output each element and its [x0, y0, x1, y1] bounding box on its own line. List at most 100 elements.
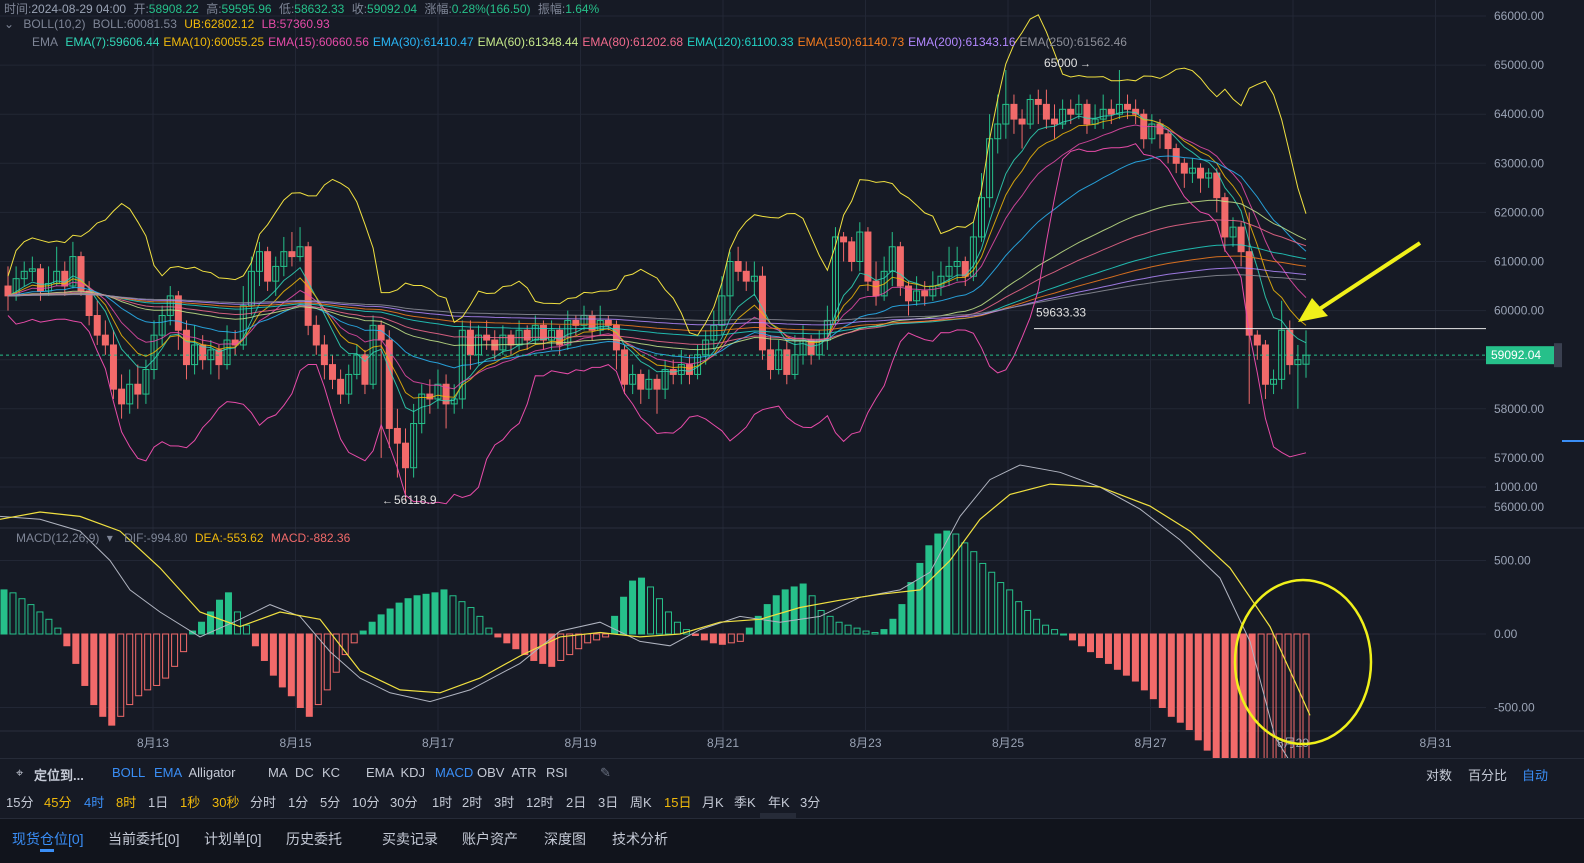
candle-body	[442, 383, 450, 405]
timeframe-button[interactable]: 3日	[598, 795, 619, 810]
indicator-ma-button[interactable]: MA	[268, 765, 288, 780]
scale-option-button[interactable]: 自动	[1522, 768, 1549, 783]
indicator-ema-button[interactable]: EMA	[154, 765, 183, 780]
scroll-right-handle[interactable]	[1554, 343, 1562, 368]
candle-body	[961, 261, 969, 277]
candle-body	[710, 324, 718, 341]
time-value: 2024-08-29 04:00	[31, 2, 127, 16]
date-axis-label: 8月23	[849, 736, 881, 750]
timeframe-button[interactable]: 45分	[44, 795, 72, 810]
bottom-tab[interactable]: 买卖记录	[382, 831, 438, 847]
candle-body	[150, 334, 158, 371]
timeframe-button[interactable]: 分时	[250, 795, 277, 810]
indicator-obv-button[interactable]: OBV	[477, 765, 505, 780]
bottom-tab[interactable]: 历史委托	[286, 831, 342, 847]
bottom-tab[interactable]: 深度图	[544, 831, 586, 847]
indicator-alligator-button[interactable]: Alligator	[188, 765, 236, 780]
bottom-tab[interactable]: 技术分析	[612, 831, 668, 847]
indicator-ema-button[interactable]: EMA	[366, 765, 395, 780]
candle-body	[718, 295, 726, 326]
timeframe-button[interactable]: 30分	[390, 795, 418, 810]
timeframe-button[interactable]: 10分	[352, 795, 380, 810]
timeframe-button[interactable]: 1秒	[180, 795, 201, 810]
collapse-chevron-icon[interactable]: ⌄	[4, 17, 15, 31]
candle-body	[548, 329, 556, 341]
hline-label: 59633.33	[1036, 306, 1086, 320]
candle-body	[207, 349, 215, 361]
timeframe-button[interactable]: 年K	[768, 795, 790, 810]
macd-bar	[988, 571, 996, 635]
timeframe-button[interactable]: 3时	[494, 795, 515, 810]
macd-bar	[817, 609, 825, 635]
macd-bar	[323, 633, 331, 691]
bottom-tab[interactable]: 计划单[0]	[204, 831, 262, 847]
price-axis-label: 56000.00	[1494, 500, 1544, 514]
candle-body	[134, 383, 142, 395]
indicator-boll-button[interactable]: BOLL	[112, 765, 146, 780]
candle-body	[904, 285, 912, 302]
indicator-kdj-button[interactable]: KDJ	[400, 765, 426, 780]
timeframe-button[interactable]: 周K	[630, 795, 652, 810]
timeframe-button[interactable]: 4时	[84, 795, 105, 810]
indicator-atr-button[interactable]: ATR	[511, 765, 537, 780]
candle-body	[280, 251, 288, 267]
candle-body	[896, 246, 904, 287]
timeframe-button[interactable]: 12时	[526, 795, 554, 810]
locate-button[interactable]: 定位到...	[34, 768, 84, 783]
ema-legend-item: EMA(150):61140.73	[797, 35, 905, 49]
scale-option-button[interactable]: 百分比	[1468, 768, 1508, 783]
timeframe-button[interactable]: 15日	[664, 795, 692, 810]
timeframe-button[interactable]: 月K	[702, 795, 724, 810]
timeframe-button[interactable]: 15分	[6, 795, 34, 810]
close-value: 59092.04	[367, 2, 418, 16]
timeframe-button[interactable]: 5分	[320, 795, 341, 810]
indicator-kc-button[interactable]: KC	[322, 765, 341, 780]
bottom-tab[interactable]: 账户资产	[462, 831, 518, 847]
macd-bar	[1158, 633, 1166, 708]
candle-body	[677, 364, 685, 375]
macd-bar	[664, 611, 672, 635]
low-label: 低:	[278, 2, 295, 16]
candle-body	[426, 393, 434, 400]
indicator-rsi-button[interactable]: RSI	[546, 765, 568, 780]
ema-line-150	[7, 255, 1307, 332]
candle-body	[1221, 197, 1229, 238]
macd-bar	[431, 592, 439, 635]
candle-body	[1237, 226, 1245, 253]
open-label: 开:	[133, 2, 149, 16]
scale-option-button[interactable]: 对数	[1426, 768, 1453, 783]
candle-body	[888, 246, 896, 272]
candle-body	[1205, 172, 1213, 179]
timeframe-button[interactable]: 2时	[462, 795, 483, 810]
indicator-dc-button[interactable]: DC	[295, 765, 314, 780]
timeframe-button[interactable]: 1时	[432, 795, 453, 810]
panel-collapse-handle[interactable]	[760, 813, 796, 819]
kline-chart[interactable]: 66000.00 65000.00 64000.00 63000.00 62000.00…	[0, 0, 1584, 758]
edit-indicator-icon[interactable]: ✎	[600, 765, 611, 780]
macd-bar	[1140, 633, 1148, 691]
bottom-tab[interactable]: 当前委托[0]	[108, 831, 180, 847]
locate-pin-icon[interactable]: ⌖	[16, 765, 24, 780]
candle-body	[864, 231, 872, 282]
ema-legend-item: EMA(250):61562.46	[1019, 35, 1127, 49]
timeframe-button[interactable]: 8时	[116, 795, 137, 810]
macd-bar	[81, 633, 89, 686]
timeframe-button[interactable]: 30秒	[212, 795, 240, 810]
timeframe-button[interactable]: 1日	[148, 795, 169, 810]
timeframe-button[interactable]: 3分	[800, 795, 821, 810]
timeframe-button[interactable]: 2日	[566, 795, 587, 810]
timeframe-button[interactable]: 1分	[288, 795, 309, 810]
macd-bar	[1185, 633, 1193, 731]
high-label: 高:	[206, 2, 222, 16]
candle-body	[596, 319, 604, 331]
candle-body	[978, 197, 985, 238]
macd-dea: DEA:-553.62	[194, 531, 264, 545]
candle-body	[1253, 334, 1261, 346]
ema-line-10	[7, 114, 1307, 399]
macd-dropdown-icon[interactable]: ▾	[106, 531, 113, 545]
indicator-macd-button[interactable]: MACD	[435, 765, 474, 780]
macd-bar	[332, 633, 340, 673]
timeframe-button[interactable]: 季K	[734, 795, 756, 810]
macd-bar	[512, 633, 520, 650]
bottom-tab[interactable]: 现货仓位[0]	[12, 831, 84, 847]
